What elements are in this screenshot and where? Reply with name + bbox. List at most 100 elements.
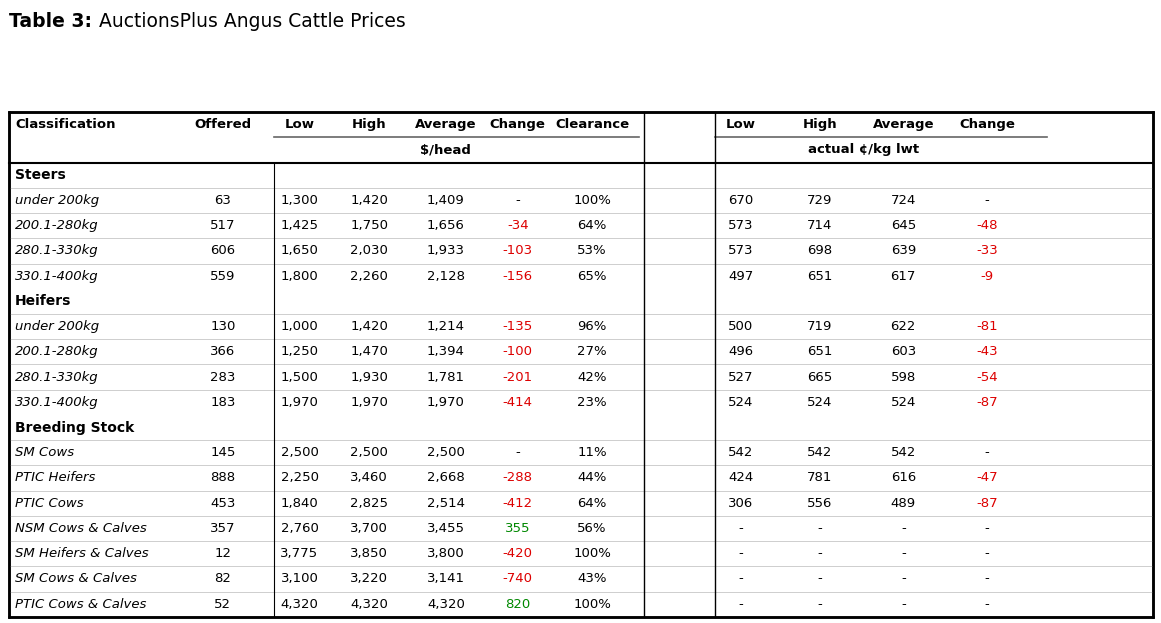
Text: 617: 617 <box>890 270 916 283</box>
Text: 1,214: 1,214 <box>427 320 464 333</box>
Text: 53%: 53% <box>577 244 607 257</box>
Text: -: - <box>817 522 822 535</box>
Text: PTIC Cows & Calves: PTIC Cows & Calves <box>15 597 146 611</box>
Text: $/head: $/head <box>420 143 471 156</box>
Text: 1,420: 1,420 <box>351 320 388 333</box>
Text: 145: 145 <box>210 446 236 459</box>
Text: -34: -34 <box>507 219 528 232</box>
Text: 424: 424 <box>728 472 753 485</box>
Text: 645: 645 <box>890 219 916 232</box>
Text: -33: -33 <box>976 244 997 257</box>
Text: 670: 670 <box>728 194 753 207</box>
Text: 2,500: 2,500 <box>281 446 318 459</box>
Text: 2,030: 2,030 <box>351 244 388 257</box>
Text: High: High <box>352 118 387 131</box>
Text: -47: -47 <box>976 472 997 485</box>
Text: -: - <box>901 573 906 586</box>
Text: -81: -81 <box>976 320 997 333</box>
Text: -740: -740 <box>503 573 533 586</box>
Text: 2,825: 2,825 <box>351 497 388 510</box>
Text: 11%: 11% <box>577 446 607 459</box>
Text: 496: 496 <box>728 345 753 358</box>
Text: 542: 542 <box>890 446 916 459</box>
Text: -: - <box>901 597 906 611</box>
Text: 1,425: 1,425 <box>281 219 318 232</box>
Text: 3,850: 3,850 <box>351 547 388 560</box>
Text: 130: 130 <box>210 320 236 333</box>
Text: 1,000: 1,000 <box>281 320 318 333</box>
Text: -: - <box>738 573 743 586</box>
Text: 330.1-400kg: 330.1-400kg <box>15 270 99 283</box>
Text: -9: -9 <box>980 270 994 283</box>
Text: 52: 52 <box>215 597 231 611</box>
Text: 12: 12 <box>215 547 231 560</box>
Text: Breeding Stock: Breeding Stock <box>15 421 135 434</box>
Text: 719: 719 <box>807 320 832 333</box>
Text: -412: -412 <box>503 497 533 510</box>
Text: Heifers: Heifers <box>15 295 72 308</box>
Text: 2,500: 2,500 <box>427 446 464 459</box>
Text: 56%: 56% <box>577 522 607 535</box>
Text: 23%: 23% <box>577 396 607 409</box>
Text: 2,260: 2,260 <box>351 270 388 283</box>
Text: 559: 559 <box>210 270 236 283</box>
Text: 651: 651 <box>807 270 832 283</box>
Text: 1,650: 1,650 <box>281 244 318 257</box>
Text: -: - <box>817 597 822 611</box>
Text: under 200kg: under 200kg <box>15 194 99 207</box>
Text: Average: Average <box>416 118 476 131</box>
Text: 542: 542 <box>807 446 832 459</box>
Text: actual ¢/kg lwt: actual ¢/kg lwt <box>808 143 920 156</box>
Text: 517: 517 <box>210 219 236 232</box>
Text: Clearance: Clearance <box>555 118 629 131</box>
Text: PTIC Heifers: PTIC Heifers <box>15 472 95 485</box>
Text: -54: -54 <box>976 371 997 384</box>
Text: Low: Low <box>284 118 315 131</box>
Text: 1,970: 1,970 <box>351 396 388 409</box>
Text: 1,781: 1,781 <box>427 371 464 384</box>
Text: 616: 616 <box>890 472 916 485</box>
Text: -: - <box>985 547 989 560</box>
Text: 497: 497 <box>728 270 753 283</box>
Text: 1,930: 1,930 <box>351 371 388 384</box>
Text: 82: 82 <box>215 573 231 586</box>
Text: 1,933: 1,933 <box>427 244 464 257</box>
Text: 3,775: 3,775 <box>281 547 318 560</box>
Text: 183: 183 <box>210 396 236 409</box>
Text: -135: -135 <box>503 320 533 333</box>
Text: 603: 603 <box>890 345 916 358</box>
Text: -100: -100 <box>503 345 533 358</box>
Text: -: - <box>985 573 989 586</box>
Text: 65%: 65% <box>577 270 607 283</box>
Text: 100%: 100% <box>574 547 611 560</box>
Bar <box>9 112 1153 617</box>
Text: Table 3:: Table 3: <box>9 12 92 31</box>
Text: -288: -288 <box>503 472 533 485</box>
Text: Classification: Classification <box>15 118 116 131</box>
Text: SM Heifers & Calves: SM Heifers & Calves <box>15 547 149 560</box>
Text: 489: 489 <box>890 497 916 510</box>
Text: 1,300: 1,300 <box>281 194 318 207</box>
Text: 42%: 42% <box>577 371 607 384</box>
Text: PTIC Cows: PTIC Cows <box>15 497 84 510</box>
Text: 200.1-280kg: 200.1-280kg <box>15 345 99 358</box>
Text: 1,500: 1,500 <box>281 371 318 384</box>
Text: -: - <box>515 446 520 459</box>
Text: 729: 729 <box>807 194 832 207</box>
Text: 573: 573 <box>728 244 753 257</box>
Text: 527: 527 <box>728 371 753 384</box>
Text: -87: -87 <box>976 497 997 510</box>
Text: 820: 820 <box>505 597 531 611</box>
Text: 306: 306 <box>728 497 753 510</box>
Text: under 200kg: under 200kg <box>15 320 99 333</box>
Text: -48: -48 <box>976 219 997 232</box>
Text: 542: 542 <box>728 446 753 459</box>
Text: NSM Cows & Calves: NSM Cows & Calves <box>15 522 146 535</box>
Text: -: - <box>901 547 906 560</box>
Text: 1,750: 1,750 <box>351 219 388 232</box>
Text: 1,470: 1,470 <box>351 345 388 358</box>
Text: 63: 63 <box>215 194 231 207</box>
Text: -: - <box>985 522 989 535</box>
Text: 2,760: 2,760 <box>281 522 318 535</box>
Text: 3,700: 3,700 <box>351 522 388 535</box>
